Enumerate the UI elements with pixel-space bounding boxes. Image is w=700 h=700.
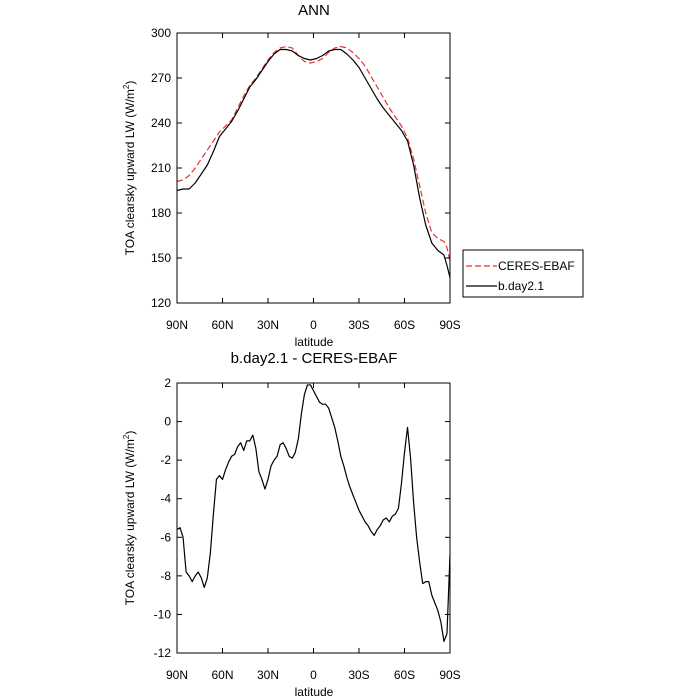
series-layer xyxy=(176,45,451,278)
y-tick-label: -4 xyxy=(160,492,171,506)
x-tick-label: 30N xyxy=(257,668,279,682)
x-tick-label: 0 xyxy=(310,668,317,682)
y-tick-label: -6 xyxy=(160,530,171,544)
y-axis-label-main: TOA clearsky upward LW (W/m xyxy=(123,439,137,605)
x-axis-label: latitude xyxy=(295,685,334,699)
y-axis-label: TOA clearsky upward LW (W/m2) xyxy=(122,431,137,606)
x-tick-label: 60N xyxy=(211,668,233,682)
y-tick-label: -12 xyxy=(154,646,172,660)
y-axis-label-sup: 2 xyxy=(122,84,131,89)
y-tick-label: 0 xyxy=(164,415,171,429)
y-axis-label-main: TOA clearsky upward LW (W/m xyxy=(123,89,137,255)
y-tick-label: 120 xyxy=(151,296,171,310)
x-tick-label: 30S xyxy=(348,318,369,332)
x-tick-label: 30N xyxy=(257,318,279,332)
y-tick-labels: -12 -10 -8 -6 -4 -2 0 2 xyxy=(154,376,172,660)
x-axis-label: latitude xyxy=(295,335,334,349)
y-tick-label: 2 xyxy=(164,376,171,390)
x-tick-label: 90S xyxy=(439,668,460,682)
x-tick-label: 60S xyxy=(394,318,415,332)
legend: CERES-EBAF b.day2.1 xyxy=(462,249,584,298)
x-tick-label: 60S xyxy=(394,668,415,682)
tick-layer xyxy=(176,32,451,304)
y-tick-label: 150 xyxy=(151,251,171,265)
x-tick-label: 60N xyxy=(211,318,233,332)
series-line-b-day2-1-ceres-ebaf xyxy=(176,384,451,643)
panel-bottom: b.day2.1 - CERES-EBAF -12 -10 -8 -6 -4 -2 0 2 9… xyxy=(122,350,461,699)
y-tick-label: -2 xyxy=(160,453,171,467)
x-tick-label: 30S xyxy=(348,668,369,682)
series-line-ceres-ebaf xyxy=(176,45,451,262)
y-axis-label-sup: 2 xyxy=(122,434,131,439)
y-axis-label-end: ) xyxy=(123,81,137,85)
legend-label-ceres-ebaf: CERES-EBAF xyxy=(498,259,575,273)
y-tick-label: -8 xyxy=(160,569,171,583)
legend-label-b-day2-1: b.day2.1 xyxy=(498,279,544,293)
y-tick-labels: 120 150 180 210 240 270 300 xyxy=(151,26,171,310)
x-tick-label: 90S xyxy=(439,318,460,332)
y-tick-label: 270 xyxy=(151,71,171,85)
y-tick-label: 240 xyxy=(151,116,171,130)
y-tick-label: 300 xyxy=(151,26,171,40)
x-tick-label: 90N xyxy=(166,318,188,332)
y-axis-label-end: ) xyxy=(123,431,137,435)
x-tick-label: 0 xyxy=(310,318,317,332)
x-tick-labels: 90N 60N 30N 0 30S 60S 90S xyxy=(166,318,461,332)
y-tick-label: 180 xyxy=(151,206,171,220)
series-line-b-day2-1 xyxy=(176,48,451,278)
x-tick-label: 90N xyxy=(166,668,188,682)
panel-top: ANN 120 150 180 210 240 270 300 90N 60N 30N 0 30S 6… xyxy=(122,2,584,349)
chart-title: ANN xyxy=(298,2,330,19)
tick-layer xyxy=(176,382,451,654)
x-tick-labels: 90N 60N 30N 0 30S 60S 90S xyxy=(166,668,461,682)
y-axis-label: TOA clearsky upward LW (W/m2) xyxy=(122,81,137,256)
legend-box xyxy=(462,249,584,298)
chart-title: b.day2.1 - CERES-EBAF xyxy=(231,350,398,367)
y-tick-label: 210 xyxy=(151,161,171,175)
series-layer xyxy=(176,384,451,643)
y-tick-label: -10 xyxy=(154,607,172,621)
